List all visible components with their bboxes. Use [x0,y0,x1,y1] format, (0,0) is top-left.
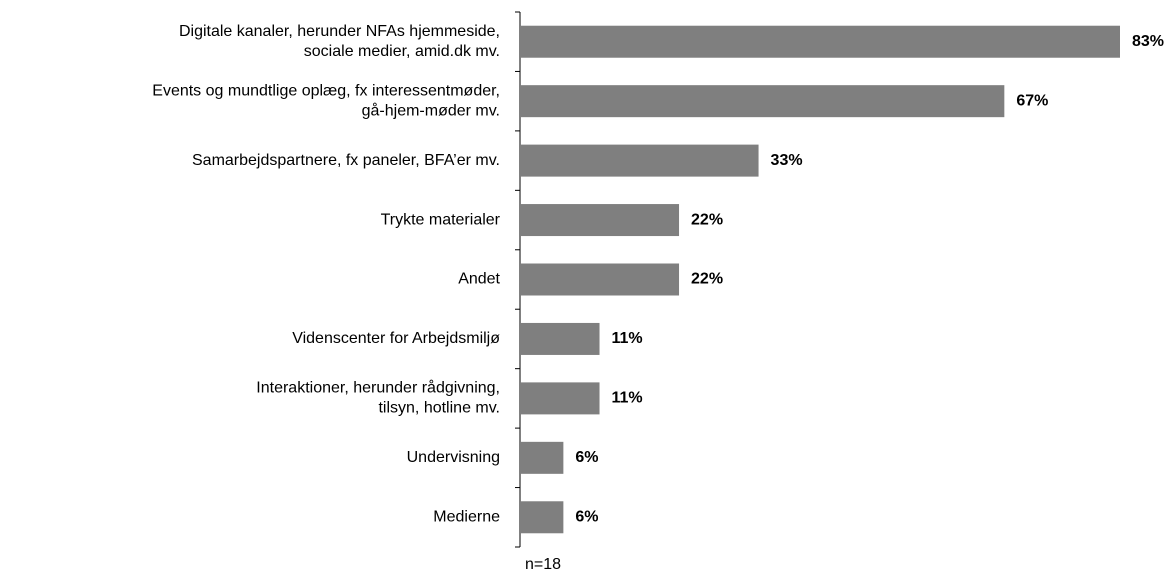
category-label: Videnscenter for Arbejdsmiljø [292,330,500,347]
category-label: Medierne [433,508,500,525]
bar [520,204,680,237]
value-label: 22% [691,271,723,288]
value-label: 22% [691,211,723,228]
category-label: Trykte materialer [381,211,501,228]
bar [520,144,759,177]
annotation: n=18 [525,556,561,573]
category-label: tilsyn, hotline mv. [378,400,500,417]
value-label: 83% [1132,33,1164,50]
category-label: Andet [458,271,500,288]
bar [520,322,600,355]
category-label: gå-hjem-møder mv. [362,101,500,119]
value-label: 6% [575,508,598,525]
bar [520,85,1005,118]
category-label: Undervisning [407,449,500,466]
category-label: Events og mundtlige oplæg, fx interessen… [152,82,500,99]
category-label: sociale medier, amid.dk mv. [304,43,500,60]
category-label: Digitale kanaler, herunder NFAs hjemmesi… [179,23,500,40]
value-label: 11% [612,330,643,347]
value-label: 33% [771,152,803,169]
bar [520,263,680,296]
bar [520,501,564,534]
category-label: Interaktioner, herunder rådgivning, [256,379,500,397]
value-label: 11% [612,390,643,407]
bar [520,382,600,415]
bar [520,25,1120,58]
value-label: 6% [575,449,598,466]
category-label: Samarbejdspartnere, fx paneler, BFA’er m… [192,152,500,169]
bar [520,441,564,474]
value-label: 67% [1016,92,1048,109]
